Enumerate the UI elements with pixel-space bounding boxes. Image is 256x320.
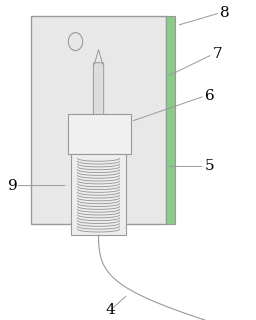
Text: 8: 8 <box>220 6 230 20</box>
Bar <box>166 16 175 224</box>
Bar <box>71 154 126 235</box>
Text: 4: 4 <box>105 303 115 317</box>
Text: 9: 9 <box>8 179 18 193</box>
Bar <box>68 114 131 154</box>
Bar <box>31 16 166 224</box>
Text: 5: 5 <box>205 159 215 173</box>
FancyBboxPatch shape <box>93 63 104 116</box>
Text: 6: 6 <box>205 89 215 103</box>
Text: 7: 7 <box>213 47 222 61</box>
